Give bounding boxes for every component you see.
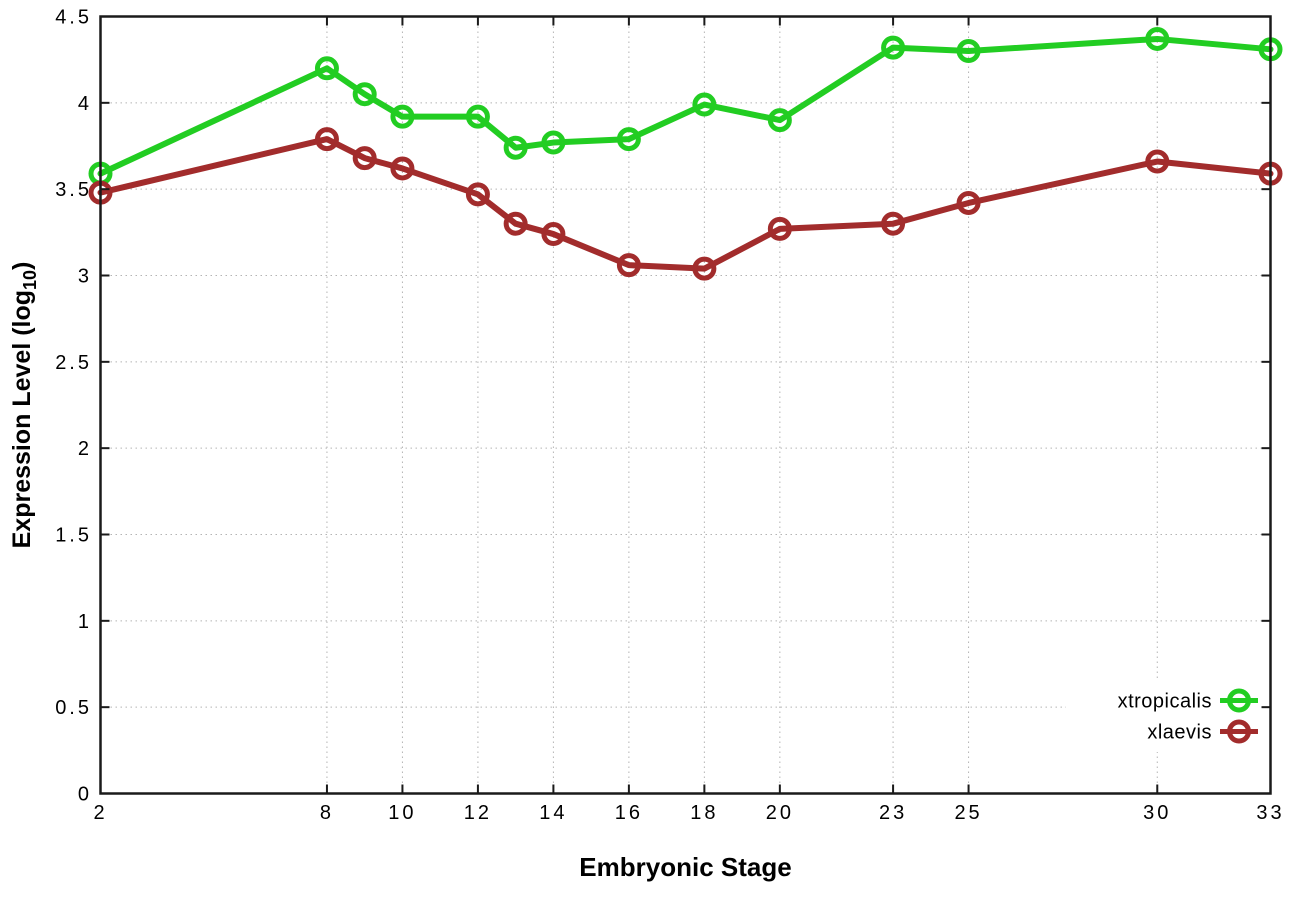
plot-border bbox=[99, 15, 1272, 795]
x-tick-label: 23 bbox=[879, 802, 907, 824]
point-xtropicalis-stage-20 bbox=[767, 108, 792, 133]
tick-marks bbox=[99, 15, 1272, 795]
point-xlaevis-stage-14 bbox=[541, 222, 566, 247]
point-xtropicalis-stage-10 bbox=[390, 104, 415, 129]
x-tick-label: 8 bbox=[320, 802, 334, 824]
y-tick-label: 1 bbox=[78, 611, 92, 633]
y-tick-label: 2 bbox=[78, 438, 92, 460]
y-tick-label: 3 bbox=[78, 266, 92, 288]
x-tick-label: 10 bbox=[388, 802, 416, 824]
y-tick-label: 3.5 bbox=[55, 179, 92, 201]
y-tick-label: 1.5 bbox=[55, 525, 92, 547]
point-xlaevis-stage-12 bbox=[465, 182, 490, 207]
point-xlaevis-stage-20 bbox=[767, 216, 792, 241]
y-tick-label: 2.5 bbox=[55, 352, 92, 374]
point-xtropicalis-stage-12 bbox=[465, 104, 490, 129]
x-tick-label: 20 bbox=[766, 802, 794, 824]
point-xtropicalis-stage-30 bbox=[1145, 26, 1170, 51]
x-tick-label: 2 bbox=[93, 802, 107, 824]
x-tick-label: 18 bbox=[690, 802, 718, 824]
point-xtropicalis-stage-8 bbox=[314, 56, 339, 81]
x-tick-label: 14 bbox=[539, 802, 567, 824]
point-xlaevis-stage-10 bbox=[390, 156, 415, 181]
point-xtropicalis-stage-16 bbox=[616, 127, 641, 152]
point-xlaevis-stage-25 bbox=[956, 190, 981, 215]
y-tick-label: 4 bbox=[78, 93, 92, 115]
x-tick-label: 16 bbox=[615, 802, 643, 824]
line-xlaevis bbox=[97, 136, 1274, 272]
legend-label-xtropicalis: xtropicalis bbox=[1118, 691, 1212, 713]
y-tick-label: 4.5 bbox=[55, 7, 92, 29]
legend-marker-xlaevis bbox=[1227, 719, 1251, 744]
series-xlaevis bbox=[88, 127, 1283, 281]
point-xlaevis-stage-13 bbox=[503, 211, 528, 236]
x-tick-label: 33 bbox=[1256, 802, 1284, 824]
x-tick-label: 12 bbox=[464, 802, 492, 824]
point-xtropicalis-stage-18 bbox=[692, 92, 717, 117]
y-tick-label: 0 bbox=[78, 784, 92, 806]
legend: xtropicalis xlaevis bbox=[1118, 688, 1258, 744]
point-xlaevis-stage-8 bbox=[314, 127, 339, 152]
point-xlaevis-stage-16 bbox=[616, 253, 641, 278]
point-xtropicalis-stage-23 bbox=[881, 35, 906, 60]
point-xtropicalis-stage-9 bbox=[352, 82, 377, 107]
y-tick-label: 0.5 bbox=[55, 697, 92, 719]
point-xtropicalis-stage-25 bbox=[956, 39, 981, 64]
legend-label-xlaevis: xlaevis bbox=[1147, 722, 1212, 744]
x-tick-label: 30 bbox=[1143, 802, 1171, 824]
point-xtropicalis-stage-13 bbox=[503, 135, 528, 160]
x-axis-label: Embryonic Stage bbox=[579, 852, 791, 882]
x-tick-label: 25 bbox=[954, 802, 982, 824]
point-xlaevis-stage-9 bbox=[352, 146, 377, 171]
legend-marker-xtropicalis bbox=[1227, 688, 1251, 713]
y-axis-label: Expression Level (log10) bbox=[8, 262, 40, 549]
series-xtropicalis bbox=[88, 26, 1283, 186]
tick-labels: 2 8 10 12 14 16 18 20 23 25 30 33 0 0.5 1 1.5 2 2.5 3 3.5 4 4… bbox=[55, 7, 1284, 825]
point-xlaevis-stage-30 bbox=[1145, 149, 1170, 174]
point-xlaevis-stage-23 bbox=[881, 211, 906, 236]
point-xlaevis-stage-18 bbox=[692, 256, 717, 281]
point-xtropicalis-stage-14 bbox=[541, 130, 566, 155]
